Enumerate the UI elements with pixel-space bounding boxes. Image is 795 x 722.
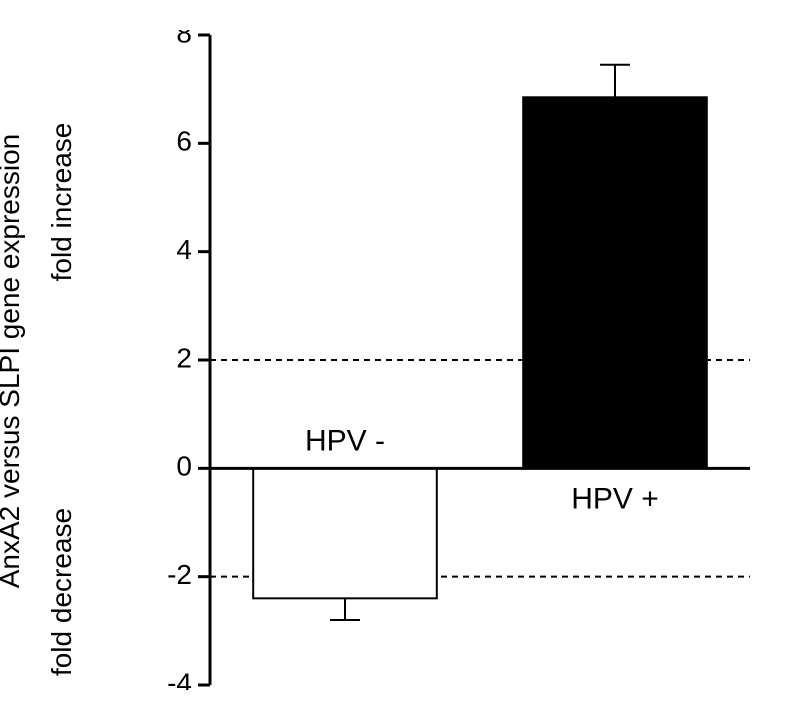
y-tick-label: 0 (176, 451, 192, 482)
bar (253, 468, 437, 598)
y-tick-label: 2 (176, 342, 192, 373)
y-axis-label-lower: fold decrease (46, 508, 78, 676)
y-tick-label: 6 (176, 126, 192, 157)
y-axis-label-upper: fold increase (46, 123, 78, 282)
y-tick-label: 8 (176, 30, 192, 48)
category-label: HPV - (305, 424, 385, 457)
category-label: HPV + (571, 482, 659, 515)
y-tick-label: -4 (167, 667, 192, 690)
chart-container: AnxA2 versus SLPI gene expression fold i… (0, 0, 795, 722)
y-tick-label: -2 (167, 559, 192, 590)
plot-area: -4 -2 0 2 4 6 8 HPV - HPV + (160, 30, 760, 690)
y-axis-label-main: AnxA2 versus SLPI gene expression (0, 134, 26, 588)
chart-svg: -4 -2 0 2 4 6 8 HPV - HPV + (160, 30, 760, 690)
y-tick-label: 4 (176, 234, 192, 265)
bar (523, 97, 707, 468)
